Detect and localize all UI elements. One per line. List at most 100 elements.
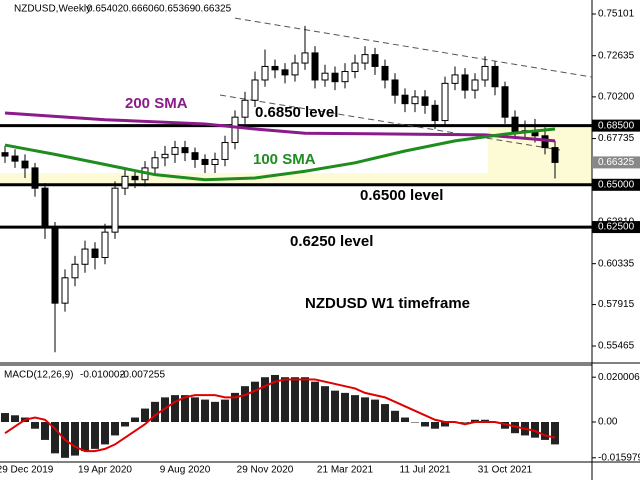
x-tick-label: 19 Apr 2020 bbox=[78, 465, 132, 476]
candle-body bbox=[321, 72, 329, 81]
signal-line bbox=[4, 378, 556, 453]
histogram-bar bbox=[81, 421, 89, 452]
level-label: 0.6850 level bbox=[255, 104, 338, 121]
candle-body bbox=[171, 147, 179, 155]
histogram-bar bbox=[501, 421, 509, 429]
candle-body bbox=[551, 147, 559, 163]
histogram-bar bbox=[441, 421, 449, 427]
x-tick-label: 9 Aug 2020 bbox=[160, 465, 211, 476]
candle-body bbox=[301, 52, 309, 64]
price-label: 0.66325 bbox=[598, 157, 635, 168]
histogram-bar bbox=[121, 421, 129, 427]
histogram-bar bbox=[131, 417, 139, 422]
candle-body bbox=[201, 158, 209, 166]
histogram-bar bbox=[301, 377, 309, 422]
histogram-bar bbox=[311, 381, 319, 422]
x-tick-label: 29 Nov 2020 bbox=[237, 465, 294, 476]
candle-body bbox=[231, 116, 239, 144]
histogram-bar bbox=[141, 408, 149, 422]
y-tick-label: 0.60335 bbox=[598, 258, 635, 269]
candle-body bbox=[371, 54, 379, 67]
histogram-bar bbox=[341, 392, 349, 422]
histogram-bar bbox=[181, 395, 189, 422]
trend-line bbox=[234, 17, 593, 78]
candle-body bbox=[91, 248, 99, 259]
candle-body bbox=[501, 86, 509, 118]
level-label: 0.6250 level bbox=[290, 233, 373, 250]
price-label: 0.62500 bbox=[598, 222, 635, 233]
candle-body bbox=[401, 94, 409, 105]
candle-body bbox=[51, 226, 59, 304]
level-label: 0.6500 level bbox=[360, 187, 443, 204]
sma-line bbox=[4, 127, 556, 182]
annotation: NZDUSD W1 timeframe bbox=[305, 295, 470, 312]
candle-body bbox=[491, 65, 499, 88]
x-tick-label: 21 Mar 2021 bbox=[317, 465, 374, 476]
candle-body bbox=[331, 72, 339, 83]
histogram-bar bbox=[281, 377, 289, 422]
candle-body bbox=[221, 142, 229, 160]
candle-body bbox=[121, 175, 129, 189]
candle-body bbox=[41, 187, 49, 228]
candle-body bbox=[421, 96, 429, 106]
candle-body bbox=[191, 152, 199, 160]
histogram-bar bbox=[101, 421, 109, 445]
histogram-bar bbox=[241, 386, 249, 422]
candle-body bbox=[411, 96, 419, 105]
candle-body bbox=[461, 74, 469, 91]
candle-body bbox=[351, 62, 359, 73]
candle-body bbox=[291, 62, 299, 76]
histogram-bar bbox=[11, 415, 19, 422]
candle-body bbox=[431, 104, 439, 122]
candle-body bbox=[441, 82, 449, 122]
histogram-bar bbox=[211, 401, 219, 422]
x-tick-label: 31 Oct 2021 bbox=[478, 465, 533, 476]
sma-line bbox=[4, 111, 556, 143]
y-tick-label: 0.00 bbox=[598, 417, 618, 428]
y-tick-label: 0.020006 bbox=[598, 372, 640, 383]
histogram-bar bbox=[41, 421, 49, 440]
candle-body bbox=[261, 65, 269, 81]
histogram-bar bbox=[291, 377, 299, 422]
candle-body bbox=[271, 65, 279, 71]
histogram-bar bbox=[91, 421, 99, 449]
sma-label: 100 SMA bbox=[253, 151, 316, 168]
header-value: -0.010002 bbox=[80, 370, 125, 381]
histogram-bar bbox=[251, 381, 259, 422]
candle-body bbox=[451, 74, 459, 84]
candle-body bbox=[511, 116, 519, 133]
x-tick-label: 29 Dec 2019 bbox=[0, 465, 54, 476]
macd-title: MACD(12,26,9) bbox=[4, 370, 73, 381]
header-value: 0.66325 bbox=[195, 4, 232, 15]
y-tick-label: 0.67735 bbox=[598, 133, 635, 144]
candle-body bbox=[81, 248, 89, 265]
histogram-bar bbox=[331, 390, 339, 422]
candle-body bbox=[111, 187, 119, 233]
candle-body bbox=[31, 167, 39, 189]
histogram-bar bbox=[421, 421, 429, 427]
price-label: 0.65000 bbox=[598, 179, 635, 190]
histogram-bar bbox=[461, 421, 469, 423]
y-tick-label: -0.015979 bbox=[598, 452, 640, 463]
candle-body bbox=[381, 65, 389, 81]
candle-body bbox=[1, 152, 9, 157]
histogram-bar bbox=[471, 419, 479, 422]
candle-body bbox=[251, 79, 259, 101]
histogram-bar bbox=[411, 421, 419, 423]
histogram-bar bbox=[391, 410, 399, 422]
candle-body bbox=[181, 147, 189, 154]
histogram-bar bbox=[231, 392, 239, 422]
candle-body bbox=[11, 155, 19, 162]
histogram-bar bbox=[201, 399, 209, 422]
histogram-bar bbox=[481, 419, 489, 422]
price-label-box bbox=[592, 156, 640, 169]
histogram-bar bbox=[221, 399, 229, 422]
candle-body bbox=[71, 263, 79, 279]
price-label-box bbox=[592, 178, 640, 191]
histogram-bar bbox=[531, 421, 539, 438]
candle-body bbox=[21, 160, 29, 169]
chart-title: NZDUSD,Weekly bbox=[14, 4, 91, 15]
candle-body bbox=[281, 69, 289, 76]
candle-body bbox=[541, 135, 549, 149]
histogram-bar bbox=[541, 421, 549, 440]
